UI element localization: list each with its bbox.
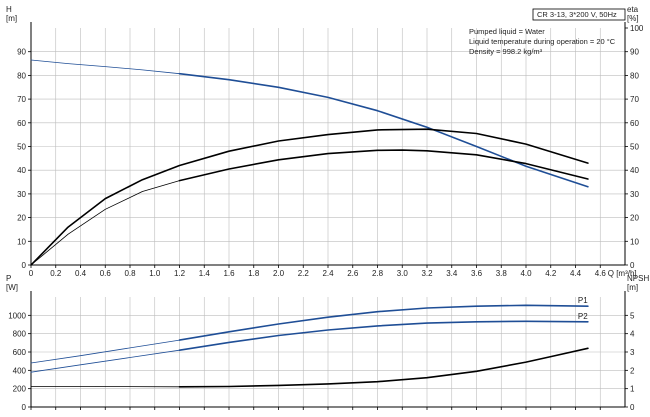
- upper-left-tick-label: 70: [17, 95, 26, 104]
- lower-left-tick-label: 800: [13, 330, 27, 339]
- upper-x-tick-label: 0.6: [100, 269, 112, 278]
- upper-left-tick-label: 40: [17, 166, 26, 175]
- lower-left-tick-label: 200: [13, 385, 27, 394]
- upper-x-tick-label: 4.0: [520, 269, 532, 278]
- lower-left-tick-label: 1000: [8, 311, 26, 320]
- upper-right-tick-label: 30: [630, 190, 639, 199]
- upper-series-line-2: [30, 128, 589, 266]
- upper-right-tick-label: 0: [630, 261, 635, 270]
- upper-x-tick-label: 1.0: [149, 269, 161, 278]
- lower-left-axis-label: P: [6, 274, 11, 283]
- lower-left-tick-label: 600: [13, 348, 27, 357]
- lower-left-tick-label: 0: [22, 403, 27, 412]
- upper-right-tick-label: 10: [630, 237, 639, 246]
- upper-right-tick-label: 70: [630, 95, 639, 104]
- upper-series-line-4: [178, 149, 589, 182]
- info-title-box: [532, 8, 626, 21]
- upper-left-axis-unit: [m]: [6, 14, 17, 23]
- upper-x-tick-label: 1.8: [248, 269, 260, 278]
- info-title: CR 3-13, 3*200 V, 50Hz: [537, 10, 617, 19]
- upper-left-tick-label: 20: [17, 214, 26, 223]
- upper-x-tick-label: 4.2: [545, 269, 557, 278]
- upper-right-axis-unit: [%]: [627, 14, 639, 23]
- upper-x-tick-label: 3.0: [397, 269, 409, 278]
- info-line: Liquid temperature during operation = 20…: [469, 37, 616, 46]
- upper-x-tick-label: 0.8: [124, 269, 136, 278]
- upper-right-tick-label: 20: [630, 214, 639, 223]
- upper-x-tick-label: 2.2: [298, 269, 310, 278]
- upper-x-tick-label: 3.8: [496, 269, 508, 278]
- lower-left-tick-label: 400: [13, 366, 27, 375]
- upper-x-tick-label: 1.2: [174, 269, 186, 278]
- upper-series-line-1: [178, 72, 589, 188]
- upper-left-tick-label: 90: [17, 48, 26, 57]
- lower-right-tick-label: 2: [630, 366, 635, 375]
- upper-x-tick-label: 3.6: [471, 269, 483, 278]
- upper-right-tick-label: 40: [630, 166, 639, 175]
- lower-right-tick-label: 3: [630, 348, 635, 357]
- upper-x-tick-label: 4.6: [595, 269, 607, 278]
- upper-left-tick-label: 30: [17, 190, 26, 199]
- lower-right-tick-label: 0: [630, 403, 635, 412]
- upper-x-tick-label: 2.0: [273, 269, 285, 278]
- upper-right-tick-label: 80: [630, 71, 639, 80]
- upper-left-tick-label: 10: [17, 237, 26, 246]
- lower-series-line-2: [30, 349, 180, 373]
- upper-left-tick-label: 50: [17, 143, 26, 152]
- lower-right-axis-label: NPSH: [627, 274, 649, 283]
- upper-x-tick-label: 4.4: [570, 269, 582, 278]
- lower-series-label-p1: P1: [578, 296, 588, 305]
- upper-x-tick-label: 2.6: [347, 269, 359, 278]
- lower-right-tick-label: 1: [630, 385, 635, 394]
- upper-x-tick-label: 1.6: [223, 269, 235, 278]
- upper-left-tick-label: 60: [17, 119, 26, 128]
- upper-left-axis-label: H: [6, 5, 12, 14]
- upper-left-tick-label: 80: [17, 71, 26, 80]
- upper-right-tick-label: 100: [630, 24, 644, 33]
- lower-right-axis-unit: [m]: [627, 283, 638, 292]
- upper-x-tick-label: 3.4: [446, 269, 458, 278]
- info-line: Density = 998.2 kg/m³: [469, 47, 543, 56]
- upper-x-tick-label: 0.2: [50, 269, 62, 278]
- upper-right-tick-label: 60: [630, 119, 639, 128]
- lower-right-tick-label: 5: [630, 311, 635, 320]
- lower-series-line-0: [30, 339, 180, 364]
- info-line: Pumped liquid = Water: [469, 27, 545, 36]
- upper-right-tick-label: 90: [630, 48, 639, 57]
- upper-right-axis-label: eta: [627, 5, 639, 14]
- upper-x-tick-label: 2.8: [372, 269, 384, 278]
- x-axis-label: Q [m³/h]: [608, 269, 637, 278]
- upper-x-tick-label: 0: [29, 269, 34, 278]
- lower-series-line-3: [178, 320, 589, 352]
- lower-right-tick-label: 4: [630, 330, 635, 339]
- upper-left-tick-label: 0: [22, 261, 27, 270]
- lower-left-axis-unit: [W]: [6, 283, 18, 292]
- upper-right-tick-label: 50: [630, 143, 639, 152]
- upper-series-line-3: [30, 180, 180, 266]
- lower-series-line-5: [178, 347, 589, 388]
- lower-series-line-1: [178, 304, 589, 341]
- upper-x-tick-label: 0.4: [75, 269, 87, 278]
- upper-series-line-0: [30, 59, 180, 75]
- upper-x-tick-label: 1.4: [199, 269, 211, 278]
- lower-series-label-p2: P2: [578, 312, 588, 321]
- upper-x-tick-label: 2.4: [322, 269, 334, 278]
- upper-x-tick-label: 3.2: [421, 269, 433, 278]
